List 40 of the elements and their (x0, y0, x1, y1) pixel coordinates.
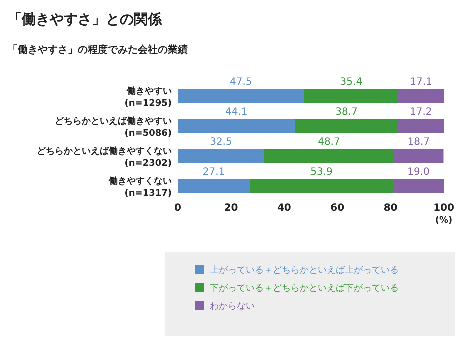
y-tick-label: どちらかといえば働きやすくない (n=2302) (37, 146, 172, 169)
data-label: 32.5 (210, 137, 232, 148)
data-label: 17.1 (410, 77, 432, 88)
data-label: 38.7 (336, 107, 358, 118)
data-label: 47.5 (230, 77, 252, 88)
y-tick-label: 働きやすい (n=1295) (124, 86, 172, 109)
data-label: 44.1 (226, 107, 248, 118)
data-label: 17.2 (410, 107, 432, 118)
data-label: 53.9 (310, 167, 333, 178)
data-label: 18.7 (408, 137, 430, 148)
bar (398, 89, 444, 103)
bar (178, 119, 296, 133)
bar (393, 179, 444, 193)
bar (250, 179, 394, 193)
y-tick-label: 働きやすくない (n=1317) (108, 176, 172, 199)
x-tick-label: 80 (384, 203, 398, 214)
data-label: 27.1 (202, 167, 226, 178)
data-label: 19.0 (408, 167, 430, 178)
y-tick-label: どちらかといえば働きやすい (n=5086) (55, 116, 172, 139)
bar (295, 119, 398, 133)
legend-label: 上がっている＋どちらかといえば上がっている (210, 265, 399, 276)
legend-label: 下がっている＋どちらかといえば下がっている (210, 283, 399, 294)
data-label: 35.4 (340, 77, 363, 88)
x-tick-label: 60 (330, 203, 345, 214)
legend-label: わからない (210, 302, 255, 312)
bar (178, 179, 250, 193)
data-label: 48.7 (318, 137, 340, 148)
bar (304, 89, 399, 103)
chart-subtitle: 「働きやすさ」の程度でみた会社の業績 (8, 44, 188, 56)
x-tick-label: 20 (224, 203, 238, 214)
bar (394, 149, 444, 163)
x-tick-label: 100 (434, 203, 454, 214)
bar (264, 149, 394, 163)
x-axis-title: (%) (435, 216, 453, 226)
bar (178, 149, 264, 163)
chart-title: 「働きやすさ」との関係 (8, 12, 163, 28)
bar (398, 119, 444, 133)
x-tick-label: 0 (174, 203, 182, 214)
bar (178, 89, 304, 103)
x-tick-label: 40 (277, 203, 292, 214)
